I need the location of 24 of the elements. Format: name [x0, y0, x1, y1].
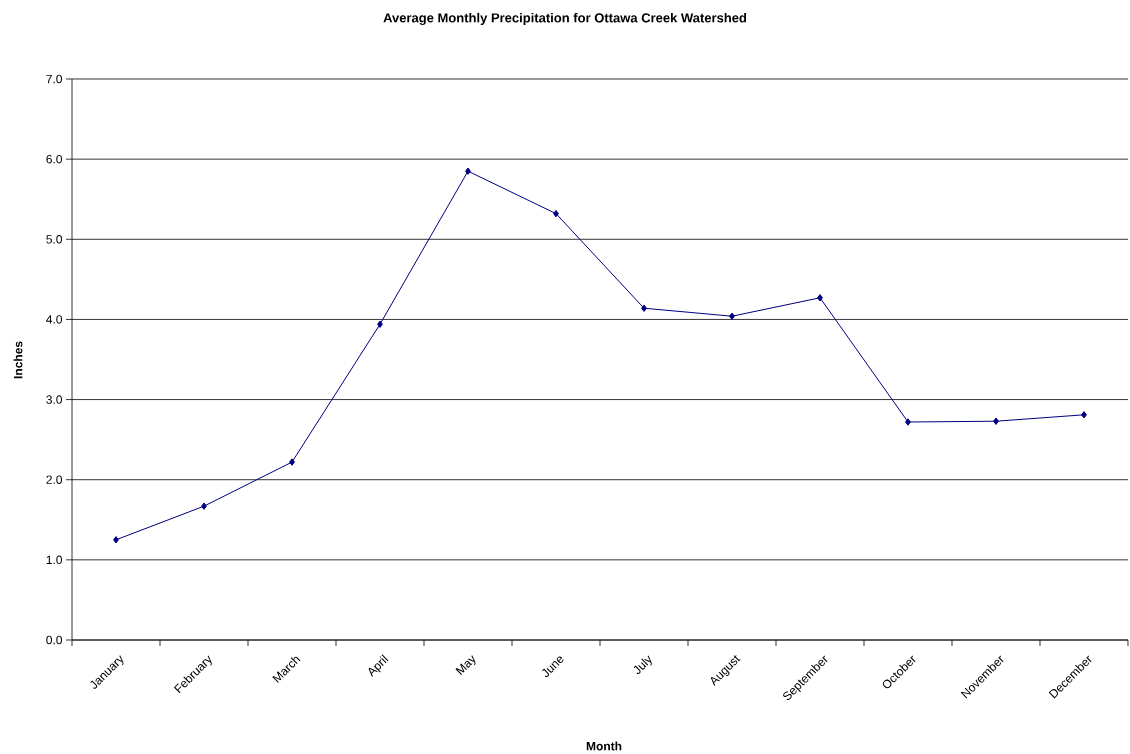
- x-tick-label: July: [633, 655, 652, 675]
- point: [993, 417, 999, 425]
- point: [729, 312, 735, 320]
- y-tick-label: 1.0: [46, 555, 63, 565]
- y-axis-title: Inches: [13, 341, 23, 379]
- y-tick-label: 4.0: [46, 315, 63, 324]
- y-tick-label: 6.0: [46, 154, 63, 164]
- y-tick-label: 2.0: [46, 475, 63, 484]
- point: [641, 304, 647, 312]
- point: [377, 320, 383, 328]
- y-tick-label: 0.0: [46, 635, 63, 645]
- point: [465, 167, 471, 175]
- point: [1081, 411, 1087, 419]
- y-tick-label: 3.0: [46, 395, 63, 404]
- x-axis-title: Month: [586, 741, 622, 751]
- chart-title: Average Monthly Precipitation for Ottawa Creek Watershed: [383, 12, 747, 26]
- point: [113, 536, 119, 544]
- point: [201, 502, 207, 510]
- point: [905, 418, 911, 426]
- point: [817, 294, 823, 302]
- y-tick-label: 7.0: [46, 74, 63, 84]
- y-tick-label: 5.0: [46, 235, 63, 244]
- x-tick-label: May: [455, 655, 476, 675]
- point: [289, 458, 295, 466]
